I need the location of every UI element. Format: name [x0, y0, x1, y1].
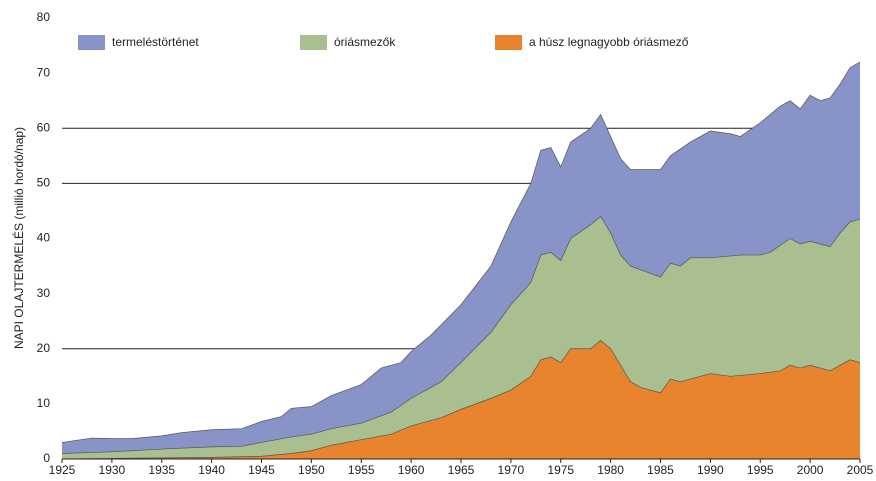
- x-tick-label: 1975: [547, 463, 574, 477]
- x-tick-label: 1970: [498, 463, 525, 477]
- y-tick-label: 0: [43, 451, 50, 465]
- x-tick-label: 2005: [847, 463, 874, 477]
- legend-label: termeléstörténet: [112, 35, 199, 49]
- legend-label: a húsz legnagyobb óriásmező: [529, 35, 689, 49]
- y-tick-label: 20: [37, 341, 51, 355]
- x-tick-label: 1955: [348, 463, 375, 477]
- x-tick-label: 1950: [298, 463, 325, 477]
- y-tick-label: 50: [37, 176, 51, 190]
- y-tick-label: 80: [37, 10, 51, 24]
- area-edge: [61, 61, 861, 443]
- x-tick-label: 1930: [99, 463, 126, 477]
- y-axis-label: NAPI OLAJTERMELÉS (millió hordó/nap): [11, 127, 26, 349]
- x-tick-label: 1935: [148, 463, 175, 477]
- y-tick-label: 60: [37, 120, 51, 134]
- x-tick-label: 1940: [198, 463, 225, 477]
- x-tick-label: 1995: [747, 463, 774, 477]
- x-tick-label: 1945: [248, 463, 275, 477]
- legend-swatch: [300, 35, 327, 50]
- x-tick-label: 1980: [597, 463, 624, 477]
- area: [62, 340, 860, 459]
- legend-label: óriásmezők: [334, 35, 396, 49]
- legend-swatch: [78, 35, 105, 50]
- y-tick-label: 10: [37, 396, 51, 410]
- x-tick-label: 1965: [448, 463, 475, 477]
- x-tick-label: 1925: [49, 463, 76, 477]
- y-tick-label: 70: [37, 65, 51, 79]
- legend-swatch: [495, 35, 522, 50]
- x-tick-label: 2000: [797, 463, 824, 477]
- area-edge: [61, 215, 861, 454]
- x-tick-label: 1960: [398, 463, 425, 477]
- y-tick-label: 30: [37, 286, 51, 300]
- y-tick-label: 40: [37, 231, 51, 245]
- x-tick-label: 1990: [697, 463, 724, 477]
- x-tick-label: 1985: [647, 463, 674, 477]
- area-edge: [61, 340, 861, 460]
